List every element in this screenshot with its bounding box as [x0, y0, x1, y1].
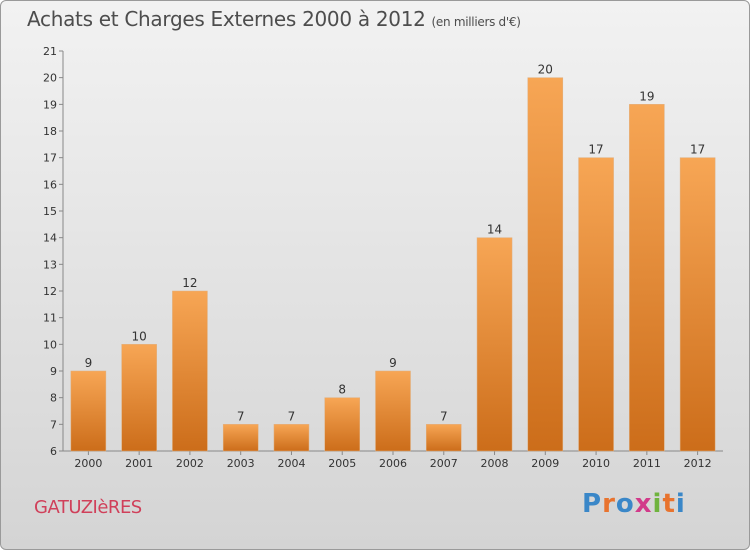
- commune-name: GATUZIèRES: [34, 497, 142, 518]
- bar-value-label: 19: [639, 89, 654, 103]
- y-tick-label: 10: [43, 338, 57, 351]
- x-tick-label: 2002: [176, 457, 204, 470]
- x-tick-label: 2012: [684, 457, 712, 470]
- y-tick-label: 14: [43, 232, 57, 245]
- bar[interactable]: [527, 77, 564, 452]
- x-tick-label: 2010: [582, 457, 610, 470]
- y-tick-label: 12: [43, 285, 57, 298]
- bar-value-label: 20: [538, 63, 553, 77]
- bar[interactable]: [629, 104, 665, 452]
- logo-letter: i: [652, 489, 663, 519]
- x-tick-label: 2007: [430, 457, 458, 470]
- bar[interactable]: [578, 157, 614, 452]
- bar-value-label: 17: [588, 143, 603, 157]
- bar-value-label: 8: [338, 383, 346, 397]
- y-tick-label: 7: [50, 418, 57, 431]
- y-tick-label: 17: [43, 152, 57, 165]
- logo-letter: o: [615, 489, 635, 519]
- bar[interactable]: [426, 424, 462, 452]
- logo-letter: x: [634, 489, 653, 519]
- chart-bars: [70, 77, 716, 452]
- y-tick-label: 13: [43, 258, 57, 271]
- x-tick-label: 2001: [125, 457, 153, 470]
- y-tick-label: 15: [43, 205, 57, 218]
- x-tick-label: 2011: [633, 457, 661, 470]
- bar-value-label: 14: [487, 223, 502, 237]
- y-tick-label: 16: [43, 178, 57, 191]
- logo-letter: i: [675, 489, 686, 519]
- x-tick-label: 2005: [328, 457, 356, 470]
- chart-axes: 6 7 8 9 10 11 12 13 14 15 16 17 18 19 20 21 2000 2001 2002…: [43, 45, 723, 470]
- bar-value-label: 17: [690, 143, 705, 157]
- chart-title: Achats et Charges Externes 2000 à 2012 (e…: [27, 7, 521, 31]
- chart-title-text: Achats et Charges Externes 2000 à 2012: [27, 7, 426, 31]
- proxiti-logo[interactable]: Proxiti: [582, 489, 686, 519]
- y-tick-label: 11: [43, 312, 57, 325]
- x-tick-label: 2003: [227, 457, 255, 470]
- x-tick-label: 2006: [379, 457, 407, 470]
- y-tick-label: 20: [43, 72, 57, 85]
- x-tick-label: 2000: [74, 457, 102, 470]
- bar-value-label: 9: [85, 356, 93, 370]
- y-tick-label: 21: [43, 45, 57, 58]
- x-tick-label: 2009: [531, 457, 559, 470]
- bar-value-label: 12: [182, 276, 197, 290]
- logo-letter: r: [602, 489, 616, 519]
- bar[interactable]: [273, 424, 310, 452]
- bar-value-label: 7: [440, 409, 448, 423]
- bar[interactable]: [172, 290, 208, 452]
- y-tick-label: 6: [50, 445, 57, 458]
- bar-value-label: 9: [389, 356, 397, 370]
- bar[interactable]: [476, 237, 513, 452]
- y-tick-label: 19: [43, 98, 57, 111]
- x-tick-label: 2008: [481, 457, 509, 470]
- bar-value-label: 7: [237, 409, 245, 423]
- y-tick-label: 18: [43, 125, 57, 138]
- bar-value-label: 10: [132, 329, 147, 343]
- y-tick-label: 9: [50, 365, 57, 378]
- bar[interactable]: [222, 424, 259, 452]
- chart-labels: 9 10 12 7 7 8 9 7 14 20 17 19 17: [85, 63, 706, 424]
- bar[interactable]: [679, 157, 716, 452]
- x-tick-label: 2004: [277, 457, 305, 470]
- logo-letter: P: [582, 489, 603, 519]
- bar[interactable]: [70, 370, 107, 452]
- bar[interactable]: [375, 370, 411, 452]
- bar[interactable]: [324, 397, 360, 452]
- logo-letter: t: [662, 489, 676, 519]
- y-tick-label: 8: [50, 392, 57, 405]
- bar-value-label: 7: [288, 409, 296, 423]
- chart-subtitle: (en milliers d'€): [431, 15, 521, 29]
- bar[interactable]: [121, 344, 157, 452]
